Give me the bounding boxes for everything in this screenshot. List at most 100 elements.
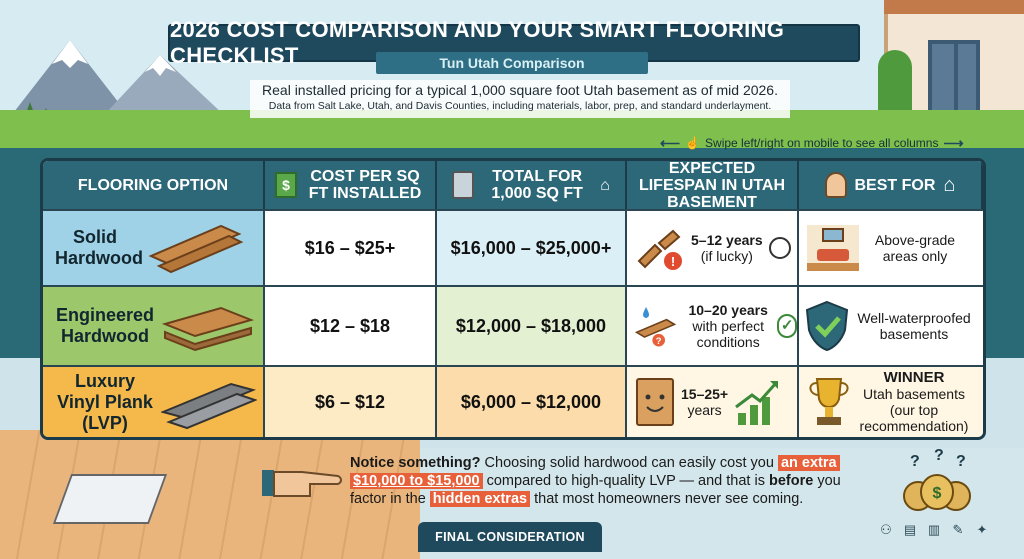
- best-for-text: Utah basements (our top recommendation): [859, 386, 969, 434]
- title-banner: 2026 COST COMPARISON AND YOUR SMART FLOO…: [168, 17, 860, 68]
- callout-part: that most homeowners never see coming.: [534, 491, 804, 507]
- engineered-planks-icon: [161, 306, 255, 352]
- best-for-cell: WINNER Utah basements (our top recommend…: [799, 365, 983, 437]
- total-value: $12,000 – $18,000: [455, 315, 607, 336]
- toolbar-icons: ⚇ ▤ ▥ ✎ ✦: [878, 522, 990, 538]
- callout-part: you factor in the: [350, 473, 841, 507]
- cost-value: $12 – $18: [309, 315, 391, 336]
- total-cell: $16,000 – $25,000+: [437, 209, 627, 285]
- best-for-text: Above-grade areas only: [874, 232, 956, 264]
- lifespan-note: (if lucky): [700, 248, 753, 264]
- header-cost-per-sqft: $ COST PER SQ FT INSTALLED: [265, 161, 437, 209]
- page-title: 2026 COST COMPARISON AND YOUR SMART FLOO…: [170, 17, 785, 68]
- cost-value: $16 – $25+: [304, 237, 396, 258]
- flooring-option-name: Solid Hardwood: [55, 227, 143, 268]
- pointing-hand-icon: [262, 470, 342, 497]
- chart-icon[interactable]: ▥: [927, 522, 941, 537]
- wood-planks-icon: [148, 224, 244, 274]
- callout-highlight: hidden extras: [429, 491, 531, 507]
- footer-label: FINAL CONSIDERATION: [435, 530, 585, 544]
- table-row-engineered-hardwood: Engineered Hardwood: [43, 285, 265, 365]
- cost-cell: $6 – $12: [265, 365, 437, 437]
- cost-cell: $16 – $25+: [265, 209, 437, 285]
- house-icon: ⌂: [943, 173, 956, 196]
- hand-pointer-icon: ☝: [685, 136, 701, 150]
- money-icon: $: [275, 172, 297, 198]
- callout-part: compared to high-quality LVP — and that …: [486, 473, 765, 489]
- svg-text:!: !: [671, 254, 675, 269]
- smiling-plank-icon: [636, 378, 674, 426]
- subtitle-ribbon: Tun Utah Comparison: [376, 52, 648, 74]
- callout-highlight-amount: $10,000 to $15,000: [350, 473, 483, 489]
- svg-text:$: $: [933, 485, 942, 502]
- best-for-cell: Above-grade areas only: [799, 209, 983, 285]
- radiant-heat-mat-icon: [52, 474, 168, 524]
- house-icon: ⌂: [600, 176, 610, 194]
- tree-illustration: [878, 50, 912, 116]
- lifespan-value: 15–25+: [681, 386, 729, 402]
- callout-lead: Notice something?: [350, 455, 481, 471]
- header-lifespan: EXPECTED LIFESPAN IN UTAH BASEMENT: [627, 159, 799, 211]
- trophy-icon: [809, 378, 849, 425]
- final-consideration-tab[interactable]: FINAL CONSIDERATION: [418, 522, 602, 552]
- header-label: TOTAL FOR 1,000 SQ FT: [491, 168, 583, 202]
- cost-value: $6 – $12: [314, 391, 386, 412]
- swipe-hint-text: Swipe left/right on mobile to see all co…: [705, 136, 939, 150]
- svg-text:?: ?: [910, 453, 920, 470]
- intro-subtext: Data from Salt Lake, Utah, and Davis Cou…: [268, 100, 772, 112]
- checkmark-icon: ✓: [777, 314, 797, 338]
- header-flooring-option: FLOORING OPTION: [43, 161, 265, 209]
- clock-icon: [768, 237, 791, 259]
- callout-part: Choosing solid hardwood can easily cost …: [484, 455, 774, 471]
- network-icon[interactable]: ⚇: [880, 522, 892, 537]
- lifespan-cell: 15–25+ years: [627, 365, 799, 437]
- person-icon: [824, 172, 847, 198]
- total-value: $6,000 – $12,000: [460, 391, 602, 412]
- best-for-cell: Well-waterproofed basements: [799, 285, 983, 365]
- table-row-lvp: Luxury Vinyl Plank (LVP): [43, 365, 265, 437]
- lifespan-value: 10–20 years: [688, 302, 768, 318]
- callout-emphasis: before: [769, 473, 814, 489]
- vinyl-planks-icon: [161, 382, 257, 430]
- winner-label: WINNER: [883, 369, 945, 386]
- sparkle-icon[interactable]: ✦: [976, 522, 988, 537]
- shield-check-icon: [805, 300, 849, 352]
- flooring-option-name: Engineered Hardwood: [55, 305, 155, 346]
- callout-text: Notice something? Choosing solid hardwoo…: [340, 448, 860, 522]
- svg-text:?: ?: [934, 448, 944, 464]
- lifespan-value: 5–12 years: [691, 232, 763, 248]
- lifespan-cell: ? 10–20 years with perfect conditions ✓: [627, 285, 799, 365]
- header-label: BEST FOR: [854, 176, 936, 194]
- lifespan-note: years: [687, 402, 722, 418]
- arrow-right-icon: ⟶: [943, 134, 964, 151]
- header-label: COST PER SQ FT INSTALLED: [308, 168, 422, 202]
- intro-text: Real installed pricing for a typical 1,0…: [262, 82, 778, 98]
- intro-box: Real installed pricing for a typical 1,0…: [250, 80, 790, 118]
- callout-highlight: an extra: [777, 455, 840, 471]
- calculator-icon: [452, 171, 475, 199]
- growth-chart-icon: [735, 381, 779, 425]
- arrow-left-icon: ⟵: [660, 134, 681, 151]
- total-value: $16,000 – $25,000+: [450, 237, 612, 258]
- header-label: FLOORING OPTION: [77, 176, 229, 194]
- cost-cell: $12 – $18: [265, 285, 437, 365]
- edit-icon[interactable]: ✎: [952, 522, 964, 537]
- comparison-table: FLOORING OPTION $ COST PER SQ FT INSTALL…: [40, 158, 986, 440]
- svg-text:?: ?: [656, 336, 662, 347]
- money-bags-icon: ? ? ? $: [903, 448, 971, 511]
- header-best-for: BEST FOR ⌂: [799, 161, 983, 209]
- water-plank-question-icon: ?: [635, 307, 677, 347]
- header-label: EXPECTED LIFESPAN IN UTAH BASEMENT: [638, 159, 786, 211]
- header-total: TOTAL FOR 1,000 SQ FT ⌂: [437, 161, 627, 209]
- broken-plank-warning-icon: !: [637, 229, 682, 270]
- lifespan-note: with perfect conditions: [692, 318, 764, 350]
- svg-text:?: ?: [956, 453, 966, 470]
- swipe-hint: ⟵ ☝ Swipe left/right on mobile to see al…: [660, 134, 964, 152]
- living-room-icon: [807, 225, 859, 271]
- table-row-solid-hardwood: Solid Hardwood: [43, 209, 265, 285]
- lifespan-cell: ! 5–12 years (if lucky): [627, 209, 799, 285]
- flooring-option-name: Luxury Vinyl Plank (LVP): [57, 370, 153, 433]
- page-subtitle: Tun Utah Comparison: [439, 55, 585, 71]
- document-icon[interactable]: ▤: [903, 522, 917, 537]
- best-for-text: Well-waterproofed basements: [857, 310, 971, 342]
